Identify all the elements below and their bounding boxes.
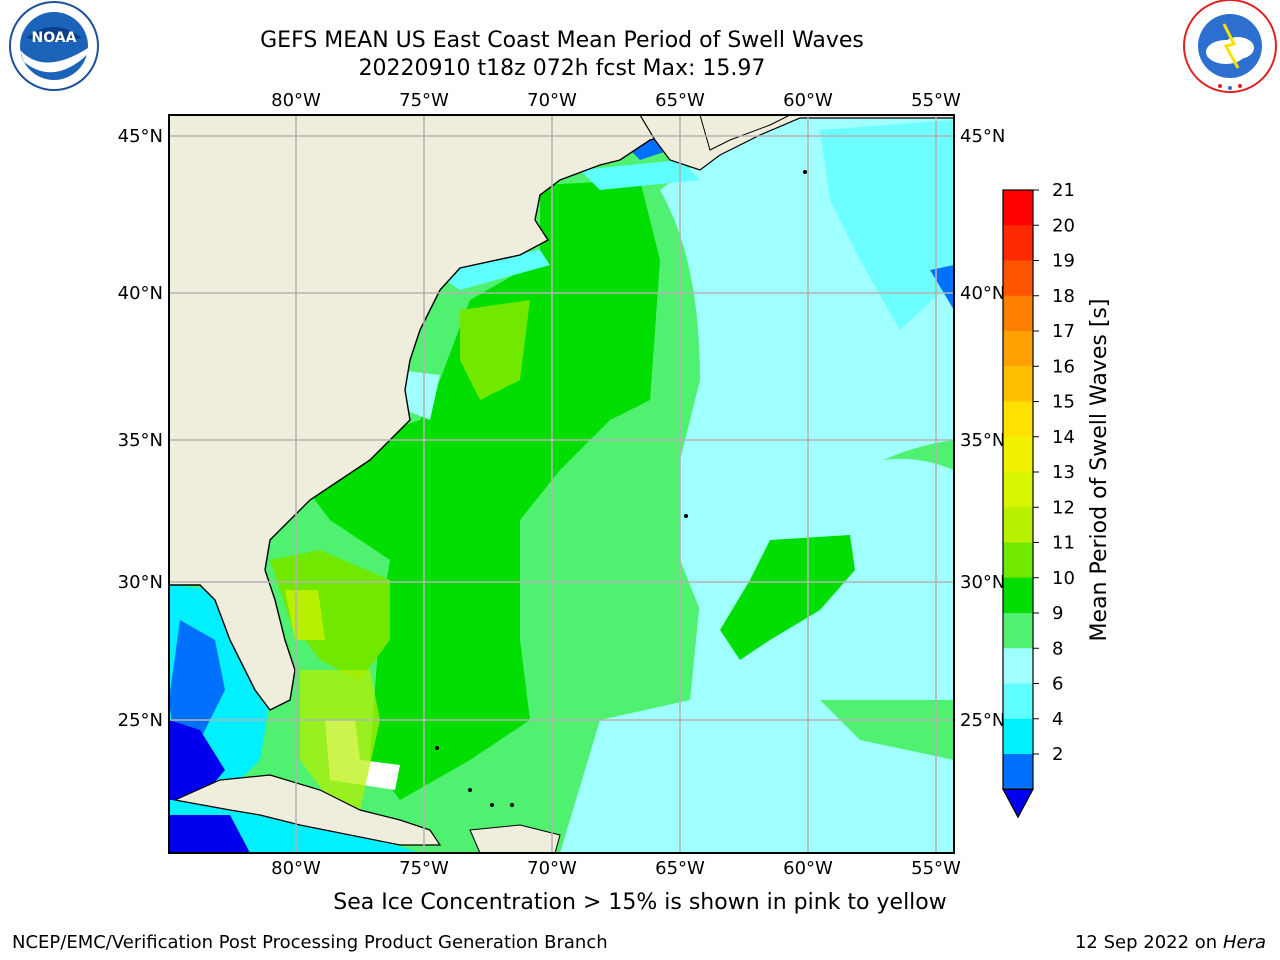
lat-labels-left: 45°N 40°N 35°N 30°N 25°N [118,126,163,731]
lon-label: 80°W [271,858,321,879]
map-frame [168,114,955,854]
colorbar-swatch [1003,542,1033,579]
colorbar-tick-label: 20 [1052,215,1075,236]
svg-text:NOAA: NOAA [32,30,77,46]
colorbar-tick-label: 6 [1052,674,1063,695]
colorbar-swatch [1003,718,1033,755]
colorbar-swatch [1003,472,1033,508]
colorbar-swatch [1003,331,1033,367]
colorbar-swatch [1003,613,1033,649]
national-weather-service-logo [1183,0,1277,93]
lat-label: 30°N [118,572,163,593]
lat-label: 45°N [118,126,163,147]
lon-label: 65°W [655,858,705,879]
colorbar-tick-label: 17 [1052,321,1075,342]
noaa-logo: NOAA [9,1,99,91]
colorbar-tick-label: 14 [1052,427,1075,448]
lat-label: 45°N [960,126,1005,147]
colorbar: 21 20 19 18 17 16 15 14 13 12 11 10 9 8 6 4 2 [1001,180,1075,819]
colorbar-frame [1002,189,1034,790]
lon-label: 70°W [527,858,577,879]
chart-subtitle: 20220910 t18z 072h fcst Max: 15.97 [358,56,766,81]
colorbar-swatch [1003,648,1033,684]
colorbar-tick-label: 10 [1052,568,1075,589]
lon-label: 75°W [399,858,449,879]
lat-label: 35°N [118,430,163,451]
colorbar-swatch [1003,260,1033,297]
host-name: Hera [1222,932,1266,953]
land-masses [169,115,954,853]
colorbar-tick-label: 4 [1052,709,1063,730]
colorbar-tick-label: 2 [1052,744,1063,765]
lat-label: 25°N [960,710,1005,731]
colorbar-tick-label: 13 [1052,462,1075,483]
lat-label: 35°N [960,430,1005,451]
colorbar-tick-label: 15 [1052,392,1075,413]
producer-credit: NCEP/EMC/Verification Post Processing Pr… [12,932,608,953]
generation-stamp: 12 Sep 2022 on Hera [1075,932,1266,953]
colorbar-swatch [1003,507,1033,543]
lon-label: 60°W [783,858,833,879]
lat-label: 30°N [960,572,1005,593]
lon-labels-top: 80°W 75°W 70°W 65°W 60°W 55°W [271,90,961,111]
colorbar-tick-label: 21 [1052,180,1075,201]
colorbar-tick-label: 9 [1052,603,1063,624]
sea-ice-note: Sea Ice Concentration > 15% is shown in … [333,890,947,915]
swell-period-field [169,115,954,853]
lon-labels-bottom: 80°W 75°W 70°W 65°W 60°W 55°W [271,858,961,879]
colorbar-swatch [1003,190,1033,226]
colorbar-tick-label: 18 [1052,286,1075,307]
lat-label: 25°N [118,710,163,731]
lon-label: 60°W [783,90,833,111]
lon-label: 55°W [911,90,961,111]
colorbar-under-arrow [1001,788,1035,819]
colorbar-swatch [1003,366,1033,402]
colorbar-tick-label: 19 [1052,251,1075,272]
colorbar-tick-label: 16 [1052,356,1075,377]
lat-labels-right: 45°N 40°N 35°N 30°N 25°N [960,126,1005,731]
colorbar-tick-label: 12 [1052,497,1075,518]
colorbar-swatch [1003,683,1033,720]
colorbar-tick-label: 11 [1052,533,1075,554]
colorbar-swatch [1003,401,1033,438]
lat-label: 40°N [118,283,163,304]
lon-label: 55°W [911,858,961,879]
colorbar-swatch [1003,577,1033,614]
chart-title: GEFS MEAN US East Coast Mean Period of S… [260,28,864,53]
lon-label: 75°W [399,90,449,111]
colorbar-swatch [1003,436,1033,473]
colorbar-label: Mean Period of Swell Waves [s] [1087,299,1112,642]
colorbar-swatch [1003,295,1033,332]
graticule [169,115,954,853]
lon-label: 80°W [271,90,321,111]
generation-date: 12 Sep 2022 on [1074,932,1218,953]
lon-label: 65°W [655,90,705,111]
colorbar-swatch [1003,754,1033,790]
lat-label: 40°N [960,283,1005,304]
colorbar-swatch [1003,225,1033,261]
lon-label: 70°W [527,90,577,111]
colorbar-tick-label: 8 [1052,638,1063,659]
